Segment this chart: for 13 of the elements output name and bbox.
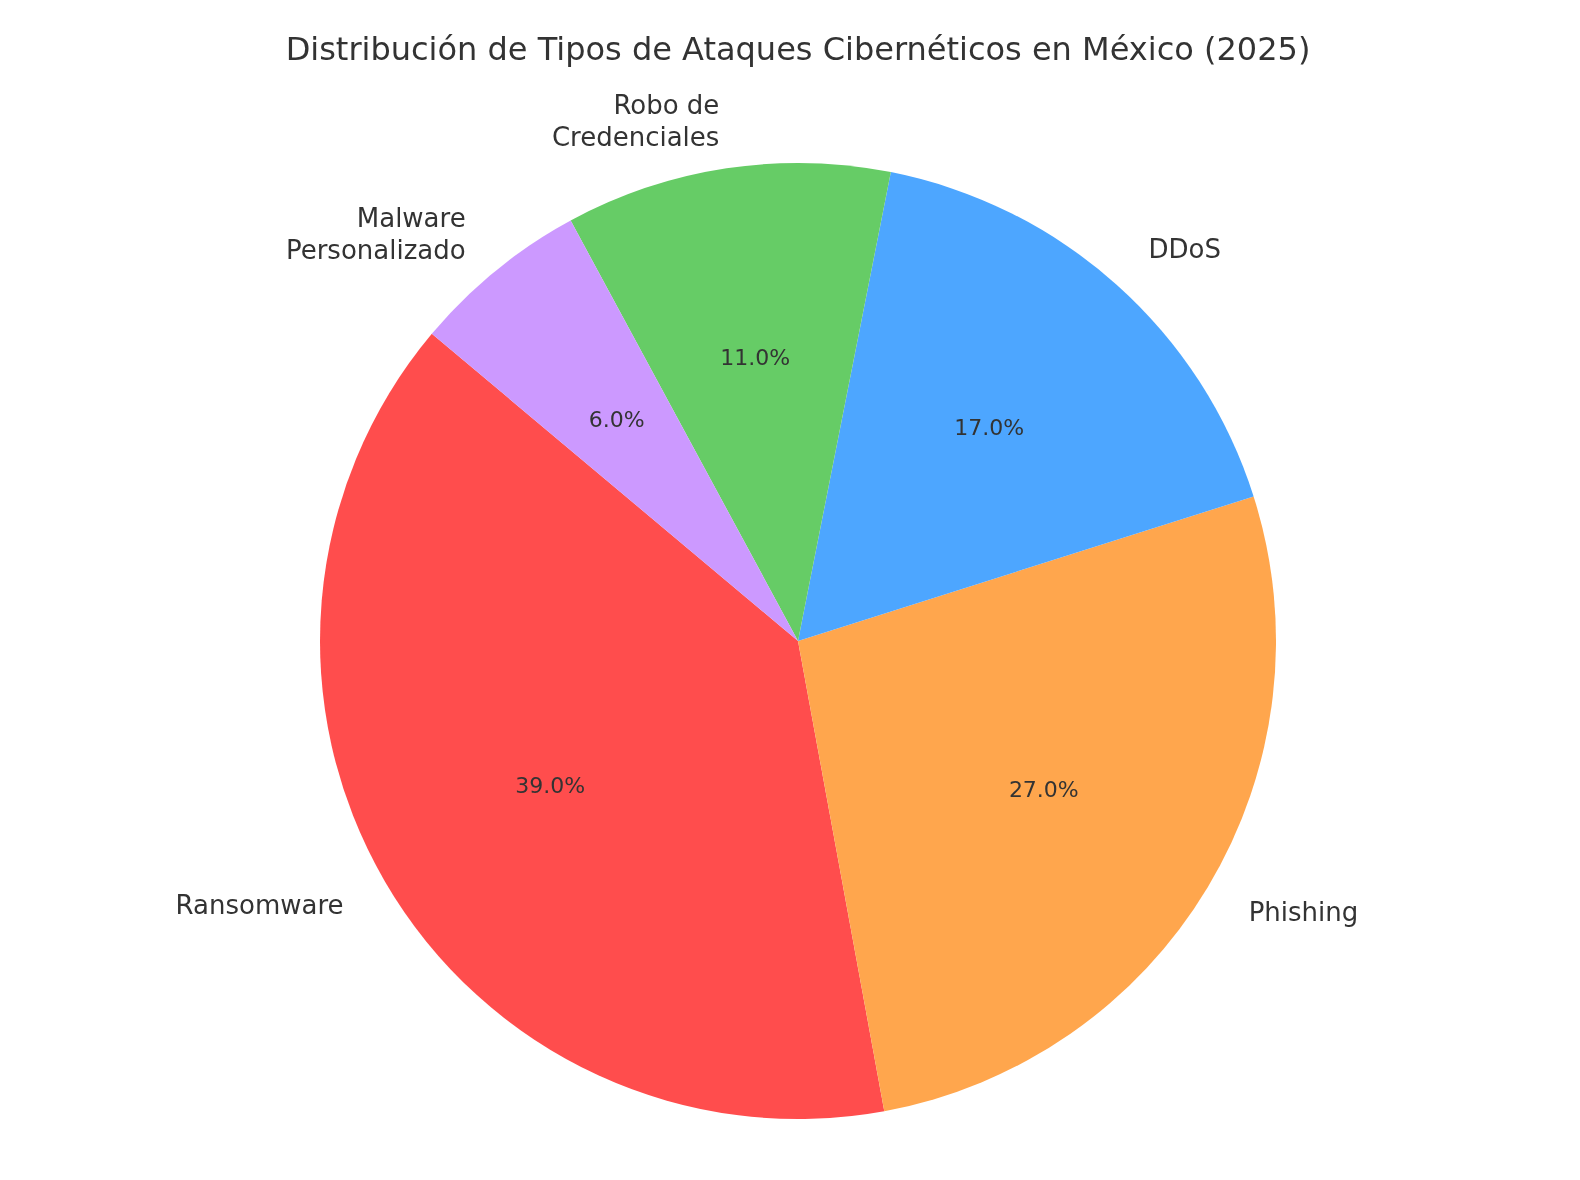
- data-label: 11.0%: [720, 345, 791, 371]
- data-label: 39.0%: [515, 773, 586, 799]
- pie-slice: [570, 163, 891, 641]
- slice-label: Phishing: [1248, 896, 1359, 927]
- data-label: 17.0%: [954, 415, 1025, 441]
- chart-title: Distribución de Tipos de Ataques Cibernéticos en México (2025): [285, 30, 1311, 68]
- slice-label: Malware Personalizado: [285, 202, 466, 265]
- slice-label: DDoS: [1148, 234, 1221, 265]
- data-label: 6.0%: [588, 406, 645, 432]
- pie-slice: [798, 172, 1254, 641]
- data-label: 27.0%: [1008, 776, 1079, 802]
- slice-label: Ransomware: [175, 890, 344, 921]
- slice-label: Robo de Credenciales: [551, 90, 720, 153]
